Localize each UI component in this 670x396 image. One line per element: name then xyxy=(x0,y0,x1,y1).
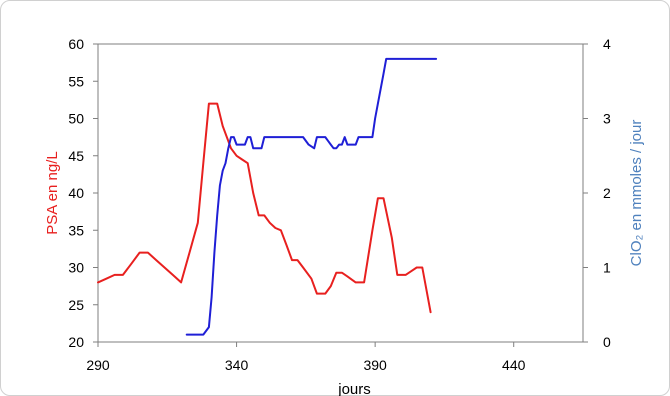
y-tick-label-left: 30 xyxy=(68,260,84,276)
ticks-layer: 20 25 30 35 40 45 50 55 60 0 1 2 3 4 290 340 390 440 xyxy=(68,36,611,373)
x-tick-label: 290 xyxy=(86,357,110,373)
y-tick-label-left: 25 xyxy=(68,297,84,313)
x-tick-label: 440 xyxy=(502,357,526,373)
y-tick-label-right: 0 xyxy=(603,334,611,350)
x-tick-label: 340 xyxy=(225,357,249,373)
y-tick-label-right: 4 xyxy=(603,36,611,52)
y-tick-label-left: 35 xyxy=(68,222,84,238)
y-tick-label-left: 40 xyxy=(68,185,84,201)
y-tick-label-left: 45 xyxy=(68,148,84,164)
y-tick-label-right: 2 xyxy=(603,185,611,201)
y-tick-label-left: 20 xyxy=(68,334,84,350)
series-layer xyxy=(97,57,438,336)
y-tick-label-right: 1 xyxy=(603,260,611,276)
y-tick-label-left: 50 xyxy=(68,111,84,127)
axes-layer xyxy=(93,43,588,347)
y-tick-label-right: 3 xyxy=(603,111,611,127)
y-axis-title-right: ClO₂ en mmoles / jour xyxy=(628,120,645,267)
x-tick-label: 390 xyxy=(363,357,387,373)
clo2-series-line xyxy=(185,57,438,336)
y-tick-label-left: 55 xyxy=(68,73,84,89)
y-tick-label-left: 60 xyxy=(68,36,84,52)
x-axis-title: jours xyxy=(337,381,371,396)
y-axis-title-left: PSA en ng/L xyxy=(44,151,61,234)
psa-series-line xyxy=(97,102,432,314)
